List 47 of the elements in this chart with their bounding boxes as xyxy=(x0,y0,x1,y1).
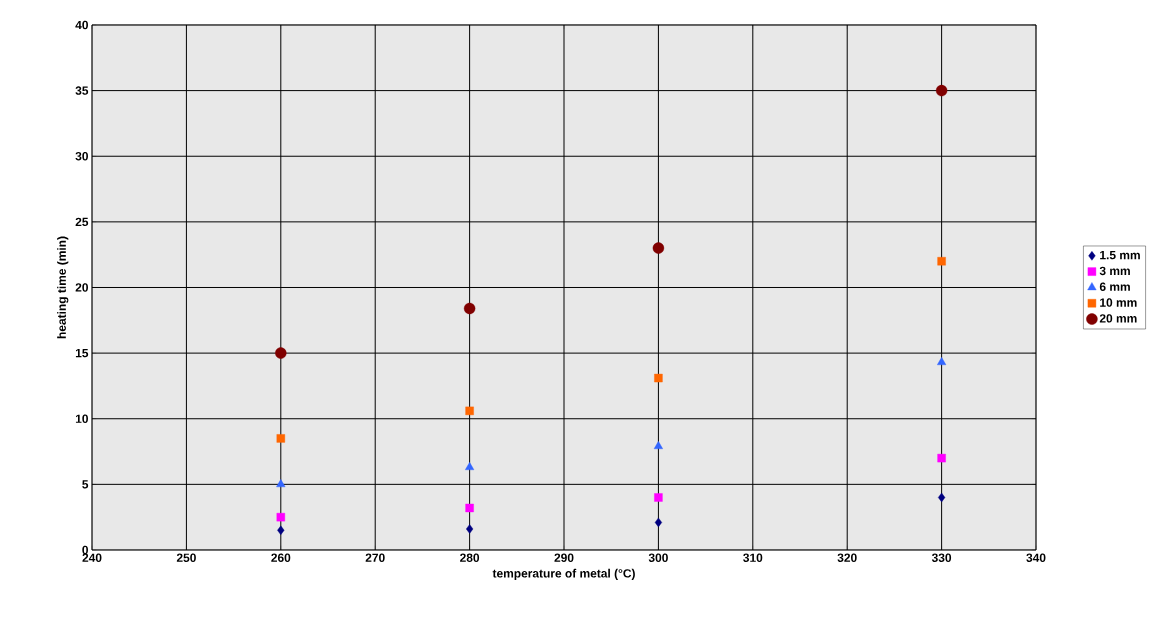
point xyxy=(937,453,946,463)
x-tick-label: 340 xyxy=(1026,553,1046,562)
point xyxy=(276,512,286,522)
point xyxy=(654,373,663,383)
legend-label: 3 mm xyxy=(1099,266,1130,276)
point xyxy=(653,441,663,449)
point xyxy=(465,503,474,513)
y-tick-label: 20 xyxy=(75,283,88,292)
x-tick-label: 290 xyxy=(554,553,574,562)
point xyxy=(938,492,946,503)
y-tick-label: 5 xyxy=(82,480,89,489)
point xyxy=(465,406,474,416)
x-tick-label: 330 xyxy=(931,553,952,562)
point xyxy=(937,357,947,365)
x-tick-label: 310 xyxy=(743,553,763,562)
point xyxy=(654,517,662,528)
x-tick-label: 250 xyxy=(176,553,196,562)
legend-label: 1.5 mm xyxy=(1100,250,1140,260)
point xyxy=(654,493,663,502)
x-tick-label: 260 xyxy=(271,553,291,562)
x-tick-label: 320 xyxy=(837,553,857,562)
point xyxy=(276,434,286,443)
y-tick-label: 15 xyxy=(75,348,89,358)
point xyxy=(937,257,946,266)
x-tick-label: 240 xyxy=(82,553,102,562)
y-tick-label: 30 xyxy=(75,152,88,161)
legend-label: 10 mm xyxy=(1100,298,1137,307)
legend-label: 6 mm xyxy=(1099,282,1130,291)
point xyxy=(466,524,474,534)
point xyxy=(652,242,665,254)
x-axis-title: temperature of metal (°C) xyxy=(492,568,635,580)
x-tick-label: 270 xyxy=(365,553,385,562)
point xyxy=(935,84,948,97)
y-tick-label: 35 xyxy=(75,86,89,95)
point xyxy=(465,462,475,470)
legend-label: 20 mm xyxy=(1099,314,1137,323)
y-tick-label: 0 xyxy=(82,545,88,555)
y-tick-label: 40 xyxy=(75,20,88,30)
x-tick-label: 300 xyxy=(648,553,668,562)
point xyxy=(276,479,286,488)
x-tick-label: 280 xyxy=(460,553,480,562)
y-tick-label: 25 xyxy=(75,217,89,227)
y-tick-label: 10 xyxy=(75,414,88,423)
y-axis-title: heating time (min) xyxy=(57,236,69,339)
point xyxy=(277,525,285,535)
point xyxy=(275,347,287,359)
point xyxy=(463,302,476,315)
